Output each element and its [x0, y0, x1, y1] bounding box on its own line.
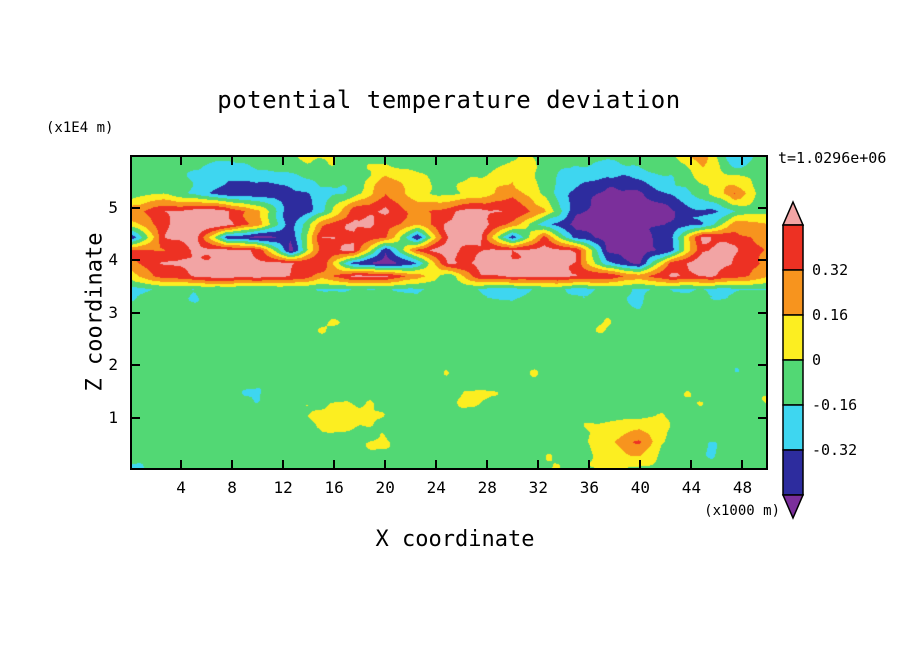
- tick-mark: [537, 157, 540, 165]
- colorbar-label: 0.16: [812, 306, 849, 324]
- colorbar-cell: [782, 314, 804, 361]
- y-tick-label: 3: [108, 302, 118, 322]
- colorbar-cell: [782, 224, 804, 271]
- time-label: t=1.0296e+06: [778, 149, 887, 167]
- colorbar-cell: [782, 359, 804, 406]
- tick-mark: [758, 206, 766, 209]
- x-tick-label: 28: [477, 478, 497, 497]
- y-tick-label: 4: [108, 250, 118, 269]
- x-axis-label: X coordinate: [375, 527, 535, 552]
- tick-mark: [435, 157, 438, 165]
- x-tick-label: 8: [227, 478, 237, 497]
- tick-mark: [758, 311, 766, 314]
- tick-mark: [384, 460, 387, 468]
- x-tick-label: 44: [681, 478, 702, 497]
- tick-mark: [758, 364, 766, 366]
- tick-mark: [282, 157, 285, 165]
- x-tick-label: 48: [732, 478, 753, 497]
- tick-mark: [435, 460, 438, 468]
- y-axis-label: Z coordinate: [82, 232, 108, 392]
- plot-area: [130, 155, 768, 470]
- x-tick-label: 12: [273, 478, 293, 497]
- tick-mark: [690, 157, 693, 165]
- tick-mark: [180, 157, 183, 165]
- colorbar-arrow: [781, 494, 805, 520]
- x-tick-label: 40: [630, 478, 651, 497]
- tick-mark: [132, 206, 140, 209]
- tick-mark: [282, 460, 285, 468]
- tick-mark: [333, 460, 336, 468]
- colorbar-cell: [782, 449, 804, 496]
- tick-mark: [486, 157, 489, 165]
- tick-mark: [231, 460, 234, 468]
- colorbar-label: 0.32: [812, 261, 849, 279]
- y-axis-unit: (x1E4 m): [46, 120, 114, 136]
- y-tick-label: 2: [108, 355, 118, 374]
- colorbar-label: 0: [812, 351, 822, 369]
- colorbar-cell: [782, 404, 804, 451]
- tick-mark: [741, 460, 744, 468]
- tick-mark: [231, 157, 234, 165]
- tick-mark: [486, 460, 489, 468]
- x-tick-label: 20: [375, 478, 395, 497]
- tick-mark: [180, 460, 183, 468]
- x-axis-unit: (x1000 m): [704, 503, 780, 519]
- tick-mark: [132, 416, 140, 419]
- colorbar-cell: [782, 269, 804, 316]
- tick-mark: [690, 460, 693, 468]
- x-tick-label: 36: [579, 478, 599, 497]
- colorbar-label: -0.16: [812, 396, 858, 414]
- tick-mark: [588, 460, 591, 468]
- x-tick-label: 32: [528, 478, 548, 497]
- chart-title: potential temperature deviation: [217, 86, 681, 114]
- x-tick-label: 16: [324, 478, 344, 497]
- tick-mark: [132, 311, 140, 314]
- tick-mark: [132, 259, 140, 261]
- x-tick-label: 24: [426, 478, 446, 497]
- tick-mark: [741, 157, 744, 165]
- colorbar: [781, 200, 805, 520]
- tick-mark: [333, 157, 336, 165]
- tick-mark: [639, 460, 642, 468]
- y-tick-label: 1: [108, 407, 118, 427]
- tick-mark: [384, 157, 387, 165]
- colorbar-arrow: [781, 200, 805, 226]
- colorbar-label: -0.32: [812, 441, 858, 459]
- tick-mark: [758, 416, 766, 419]
- tick-mark: [132, 364, 140, 366]
- x-tick-label: 4: [176, 478, 186, 497]
- tick-mark: [639, 157, 642, 165]
- tick-mark: [758, 259, 766, 261]
- contour-field-canvas: [132, 157, 766, 468]
- tick-mark: [537, 460, 540, 468]
- y-tick-label: 5: [108, 197, 118, 217]
- tick-mark: [588, 157, 591, 165]
